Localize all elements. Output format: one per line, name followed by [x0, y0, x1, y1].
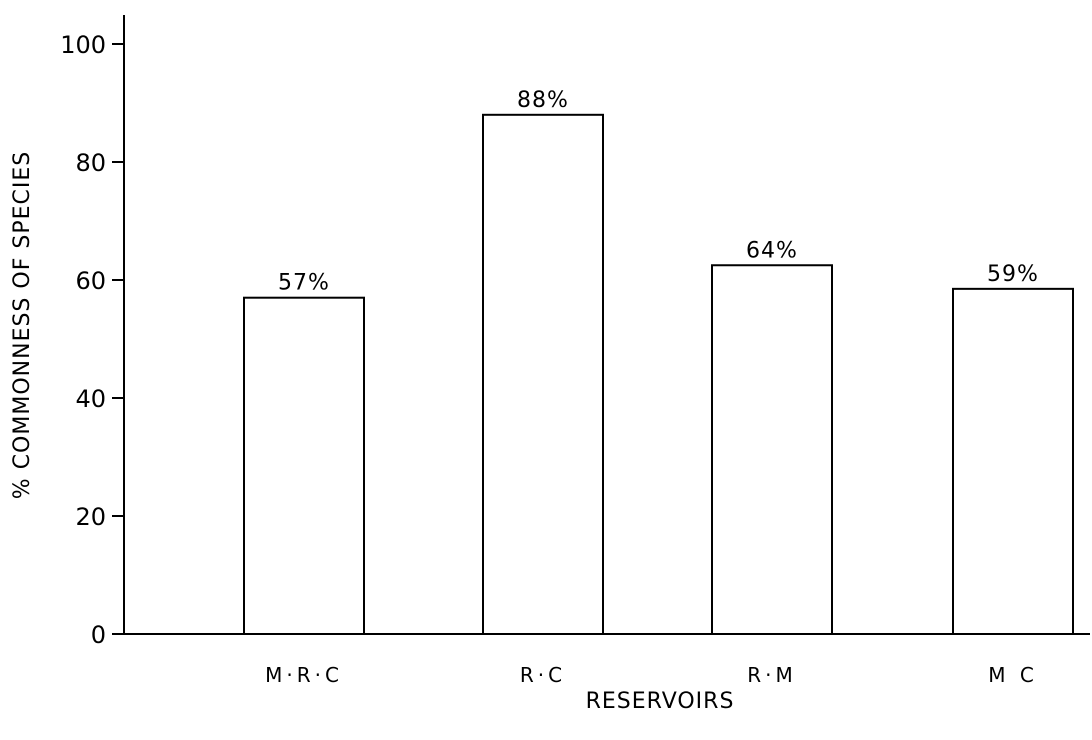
- bar: [243, 296, 365, 635]
- category-label: M C: [988, 663, 1038, 687]
- y-tick-label: 60: [75, 267, 106, 295]
- bar-data-label: 57%: [278, 271, 330, 296]
- bars: [243, 113, 1074, 636]
- bar-data-label: 64%: [746, 238, 798, 263]
- bar-data-label: 88%: [517, 88, 569, 113]
- y-tick-label: 40: [75, 385, 106, 413]
- y-tick-label: 0: [91, 621, 106, 649]
- bar: [952, 287, 1074, 635]
- y-tick-label: 80: [75, 149, 106, 177]
- bar: [711, 264, 833, 635]
- data-labels: 57% 88% 64% 59%: [278, 88, 1039, 296]
- y-axis-ticks: 0 20 40 60 80 100: [60, 31, 124, 649]
- category-label: R·M: [747, 663, 797, 687]
- category-label: M·R·C: [265, 663, 343, 687]
- bar-data-label: 59%: [987, 262, 1039, 287]
- category-label: R·C: [520, 663, 566, 687]
- y-axis-title: % COMMONNESS OF SPECIES: [10, 151, 35, 499]
- x-axis-title: RESERVOIRS: [586, 689, 735, 714]
- y-tick-label: 20: [75, 503, 106, 531]
- y-tick-label: 100: [60, 31, 106, 59]
- category-labels: M·R·C R·C R·M M C: [265, 663, 1038, 687]
- bar: [482, 113, 604, 636]
